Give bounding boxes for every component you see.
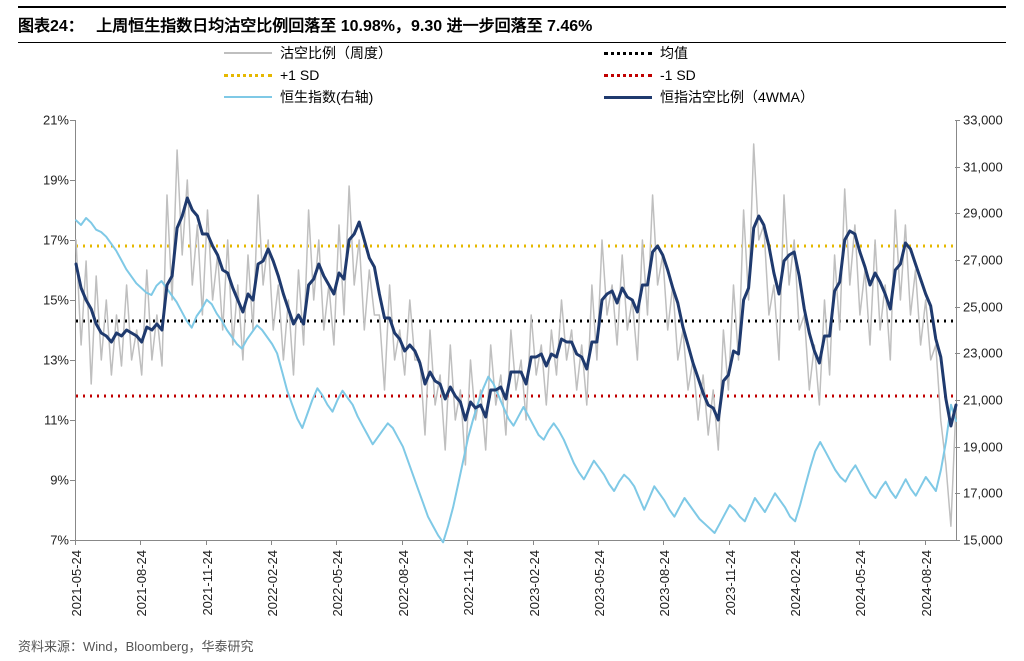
- y-left-tick-label: 19%: [25, 173, 69, 188]
- x-tick-label: 2022-11-24: [461, 550, 476, 616]
- y-right-tick-label: 25,000: [963, 299, 1003, 314]
- legend-swatch: [224, 74, 272, 77]
- legend: 沽空比例（周度） 均值 +1 SD -1 SD 恒生指数(右轴) 恒指沽空比例（4WMA）: [224, 42, 984, 108]
- y-right-tick-label: 15,000: [963, 533, 1003, 548]
- y-right-tick-label: 29,000: [963, 206, 1003, 221]
- y-left-tick-label: 21%: [25, 113, 69, 128]
- plot-svg: [76, 120, 956, 540]
- chart-number: 图表24：: [18, 18, 84, 35]
- x-tick-label: 2023-05-24: [592, 550, 607, 617]
- legend-item: 恒生指数(右轴): [224, 86, 604, 108]
- x-tick-label: 2024-02-24: [788, 550, 803, 617]
- legend-label: -1 SD: [660, 67, 696, 83]
- x-tick-label: 2022-02-24: [265, 550, 280, 617]
- y-left-tick-label: 7%: [25, 533, 69, 548]
- y-left-tick-label: 11%: [25, 413, 69, 428]
- x-tick-label: 2024-08-24: [919, 550, 934, 617]
- legend-swatch: [224, 96, 272, 98]
- y-right-tick-label: 19,000: [963, 439, 1003, 454]
- legend-label: +1 SD: [280, 67, 319, 83]
- source-citation: 资料来源：Wind，Bloomberg，华泰研究: [18, 636, 254, 655]
- legend-item: 恒指沽空比例（4WMA）: [604, 86, 984, 108]
- y-left-tick-label: 15%: [25, 293, 69, 308]
- legend-swatch: [604, 52, 652, 55]
- y-right-tick-label: 17,000: [963, 486, 1003, 501]
- legend-label: 恒指沽空比例（4WMA）: [660, 87, 814, 107]
- y-right-tick-label: 33,000: [963, 113, 1003, 128]
- x-tick-label: 2024-05-24: [853, 550, 868, 617]
- legend-swatch: [604, 74, 652, 77]
- figure-container: 图表24： 上周恒生指数日均沽空比例回落至 10.98%，9.30 进一步回落至…: [0, 0, 1024, 661]
- y-left-tick-label: 9%: [25, 473, 69, 488]
- x-tick-label: 2022-08-24: [396, 550, 411, 617]
- legend-swatch: [224, 52, 272, 54]
- x-tick-label: 2022-05-24: [330, 550, 345, 617]
- x-tick-label: 2021-11-24: [200, 550, 215, 616]
- legend-label: 均值: [660, 43, 688, 63]
- plot-area: [75, 120, 957, 541]
- legend-swatch: [604, 96, 652, 99]
- y-left-tick-label: 13%: [25, 353, 69, 368]
- x-tick-label: 2021-05-24: [69, 550, 84, 617]
- x-tick-label: 2021-08-24: [134, 550, 149, 617]
- x-tick-label: 2023-08-24: [657, 550, 672, 617]
- y-right-tick-label: 23,000: [963, 346, 1003, 361]
- x-tick-label: 2023-11-24: [723, 550, 738, 616]
- legend-item: 均值: [604, 42, 984, 64]
- legend-label: 沽空比例（周度）: [280, 43, 392, 63]
- legend-item: -1 SD: [604, 64, 984, 86]
- y-right-tick-label: 31,000: [963, 159, 1003, 174]
- legend-item: 沽空比例（周度）: [224, 42, 604, 64]
- series-hsi: [76, 218, 956, 542]
- y-right-tick-label: 21,000: [963, 393, 1003, 408]
- chart-title: 上周恒生指数日均沽空比例回落至 10.98%，9.30 进一步回落至 7.46%: [96, 18, 592, 35]
- legend-item: +1 SD: [224, 64, 604, 86]
- chart-title-bar: 图表24： 上周恒生指数日均沽空比例回落至 10.98%，9.30 进一步回落至…: [18, 6, 1006, 43]
- y-left-tick-label: 17%: [25, 233, 69, 248]
- legend-label: 恒生指数(右轴): [280, 87, 373, 107]
- x-tick-label: 2023-02-24: [527, 550, 542, 617]
- y-right-tick-label: 27,000: [963, 253, 1003, 268]
